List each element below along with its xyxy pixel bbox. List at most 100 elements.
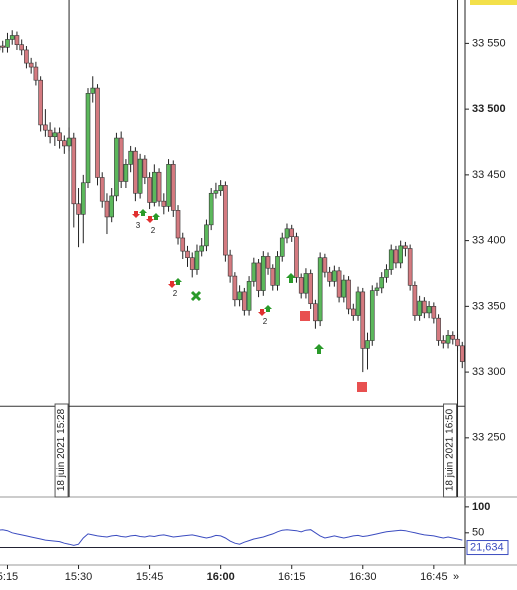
candle-body (199, 245, 205, 252)
candle-body (142, 158, 148, 178)
y-tick-label: 33 250 (472, 432, 506, 444)
candle-body (298, 277, 304, 294)
candle-body (156, 171, 162, 202)
candle-body (256, 262, 261, 291)
candle-body (152, 171, 157, 203)
candle-body (62, 140, 67, 147)
candle-body (80, 182, 86, 215)
candle-body (161, 200, 167, 207)
buy-arrow (286, 273, 296, 283)
candle-body (0, 45, 6, 48)
candle-body (137, 158, 143, 194)
candle-body (322, 257, 328, 273)
signals: 3 2 2 2 (132, 209, 367, 392)
candle-body (185, 250, 190, 259)
candle-body (422, 300, 427, 314)
candle-body (369, 290, 375, 341)
buy-arrow (174, 278, 182, 285)
candle-body (388, 249, 394, 270)
candle-body (208, 192, 214, 226)
candle-body (294, 236, 299, 278)
candle-body (355, 291, 361, 316)
osc-label-box (466, 540, 509, 556)
candle-body (24, 49, 29, 64)
candle-body (189, 257, 195, 270)
candle-body (275, 256, 280, 286)
candle-body (246, 281, 252, 311)
exit-square (300, 311, 310, 321)
candle-body (265, 256, 271, 269)
candle-body (66, 137, 72, 147)
candle-body (459, 345, 465, 362)
candle-body (417, 300, 422, 316)
price-tag (470, 0, 517, 5)
candle-body (166, 164, 171, 207)
candle-body (170, 164, 176, 211)
osc-line (0, 529, 463, 546)
candle-body (114, 137, 119, 197)
scroll-button[interactable]: » (453, 571, 459, 583)
candle-body (104, 200, 110, 218)
candle-body (436, 317, 441, 341)
candle-body (332, 270, 337, 282)
candle-body (360, 291, 366, 349)
candle-body (99, 177, 105, 202)
y-tick-label: 33 450 (472, 169, 506, 181)
candle-body (85, 93, 91, 184)
candle-body (232, 275, 238, 301)
candle-body (14, 35, 20, 46)
candle-body (19, 44, 24, 51)
exit-square (357, 382, 367, 392)
sell-arrow (146, 216, 154, 223)
candle-body (213, 190, 219, 194)
annotation: 2 (263, 317, 268, 326)
candle-body (412, 285, 418, 316)
candle-body (445, 334, 451, 344)
y-tick-label: 33 550 (472, 37, 506, 49)
marker-label: 18 juin 2021 15:28 (56, 408, 67, 491)
candle-body (52, 132, 58, 138)
candle-body (128, 150, 133, 165)
candle-body (313, 303, 318, 322)
candle-body (403, 245, 408, 249)
candle-body (284, 228, 290, 239)
candle-body (327, 271, 332, 282)
marker-label-box (54, 403, 69, 498)
candle-body (76, 203, 81, 215)
candle-body (43, 124, 48, 131)
y-tick-label: 33 300 (472, 366, 506, 378)
candle-body (57, 132, 62, 141)
candle-body (455, 338, 460, 347)
candle-body (109, 195, 114, 218)
candle-body (351, 308, 356, 316)
candle-body (28, 62, 34, 68)
candle-body (242, 291, 247, 311)
annotation: 2 (151, 226, 156, 235)
candle-body (317, 257, 323, 322)
candle-body (47, 129, 53, 138)
buy-arrow (314, 344, 324, 354)
annotation: 3 (136, 221, 141, 230)
candle-body (237, 291, 242, 301)
buy-arrow (152, 213, 160, 220)
candle-body (194, 250, 200, 270)
x-tick-label: 15:45 (136, 571, 164, 583)
candle-body (374, 287, 380, 291)
candle-body (398, 245, 403, 264)
candle-body (260, 256, 266, 291)
candle-body (341, 279, 347, 298)
candle-body (223, 185, 228, 256)
candle-body (379, 277, 385, 289)
y-tick-label: 33 500 (472, 103, 506, 115)
buy-arrow (264, 305, 272, 312)
y-tick-label: 33 400 (472, 235, 506, 247)
marker-label: 18 juin 2021 16:50 (445, 408, 456, 491)
candle-body (303, 273, 309, 294)
candle-body (71, 137, 77, 205)
candle-body (279, 237, 285, 257)
x-tick-label: 16:15 (278, 571, 306, 583)
candle-body (227, 254, 233, 277)
osc-tick-label: 50 (472, 527, 484, 539)
x-tick-label: 15:30 (65, 571, 93, 583)
